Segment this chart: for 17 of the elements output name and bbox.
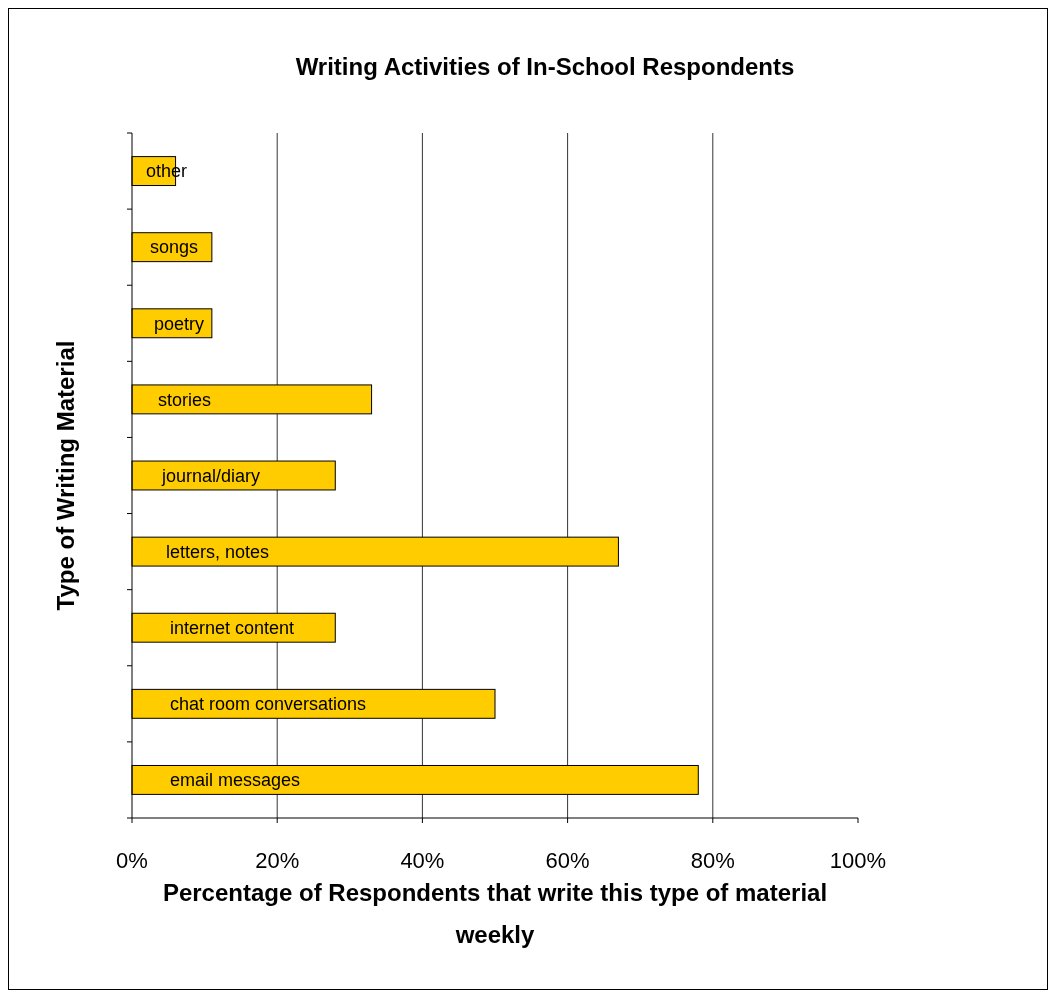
y-tick-label: songs	[150, 237, 199, 258]
x-tick-label: 0%	[116, 848, 148, 873]
y-tick-label: chat room conversations	[170, 694, 367, 715]
x-tick-label: 20%	[255, 848, 300, 873]
y-tick-label: poetry	[154, 313, 205, 334]
x-axis-title: Percentage of Respondents that write this type of material weekly	[162, 879, 828, 948]
y-tick-label: stories	[158, 389, 212, 410]
y-axis-title: Type of Writing Material	[52, 340, 79, 611]
y-tick-label: email messages	[170, 770, 301, 791]
y-tick-label: internet content	[170, 618, 295, 639]
chart-title: Writing Activities of In-School Respondents	[295, 53, 795, 80]
y-tick-label: journal/diary	[161, 465, 261, 486]
x-tick-label: 60%	[545, 848, 590, 873]
x-tick-label: 80%	[690, 848, 735, 873]
x-tick-label: 100%	[829, 848, 887, 873]
x-tick-label: 40%	[400, 848, 445, 873]
y-tick-label: letters, notes	[166, 541, 270, 562]
